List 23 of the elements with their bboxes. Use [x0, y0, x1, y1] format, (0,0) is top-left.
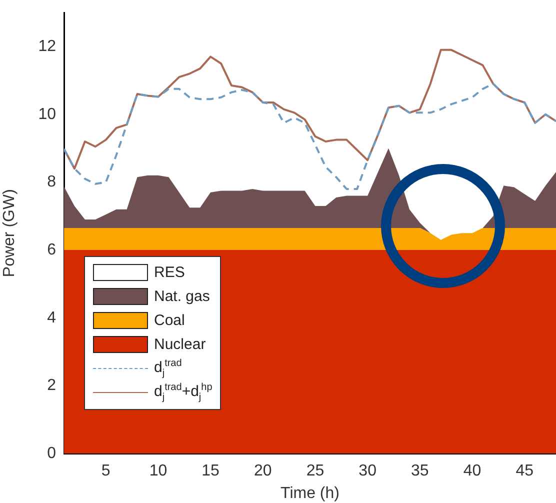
series-label: Coal	[154, 312, 185, 330]
x-axis-title: Time (h)	[280, 484, 340, 502]
y-tick-label: 0	[47, 445, 56, 462]
x-tick-label: 10	[149, 462, 168, 480]
x-tick-label: 40	[463, 462, 482, 480]
x-tick-label: 5	[101, 462, 110, 480]
x-tick-label: 45	[516, 462, 534, 480]
line-series	[64, 82, 556, 190]
series-label: Nat. gas	[154, 288, 210, 306]
x-tick-label: 25	[306, 462, 324, 480]
y-tick-label: 8	[47, 174, 56, 191]
y-tick-label: 4	[47, 309, 56, 326]
y-tick-label: 6	[47, 241, 56, 258]
x-tick-label: 30	[358, 462, 377, 480]
x-tick-label: 15	[202, 462, 220, 480]
y-tick-label: 10	[38, 106, 56, 123]
x-tick-label: 35	[411, 462, 429, 480]
y-tick-label: 12	[38, 38, 56, 55]
legend-label: RES	[154, 264, 185, 282]
y-axis-title: Power (GW)	[1, 189, 18, 278]
series-label: Nuclear	[154, 336, 206, 354]
x-tick-label: 20	[254, 462, 272, 480]
y-tick-label: 2	[47, 377, 56, 394]
